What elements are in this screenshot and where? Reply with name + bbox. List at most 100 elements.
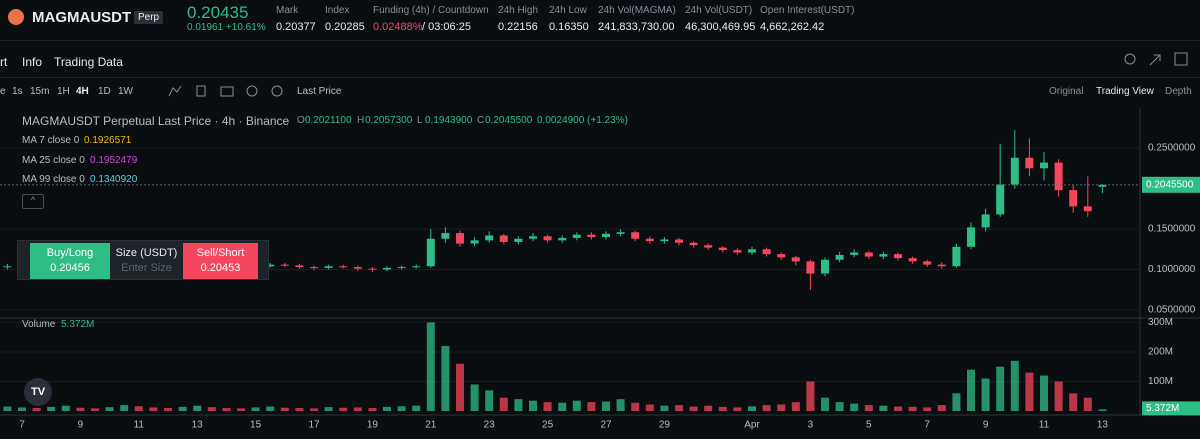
layout-icon[interactable]	[1174, 52, 1188, 66]
stat-label: Open Interest(USDT)	[760, 5, 855, 16]
candle-body	[1054, 162, 1063, 191]
size-label: Size (USDT)	[115, 247, 178, 259]
x-tick-label: 13	[192, 420, 204, 431]
volume-bar	[660, 405, 669, 411]
view[interactable]: Trading View	[1096, 86, 1154, 97]
header-icons	[1124, 52, 1188, 66]
add-icon[interactable]	[246, 85, 258, 97]
ma-value: 0.1340920	[90, 174, 138, 185]
candle-body	[879, 254, 888, 257]
candle-body	[1083, 206, 1092, 212]
volume-bar	[1098, 409, 1107, 411]
volume-bar	[996, 366, 1005, 411]
volume-bar	[718, 406, 727, 411]
candle-body	[704, 245, 713, 248]
sell-price: 0.20453	[200, 262, 241, 274]
candle-body	[967, 227, 975, 247]
volume-bar	[850, 403, 859, 411]
x-tick-label: 7	[924, 420, 930, 431]
volume-bar	[602, 401, 610, 411]
symbol[interactable]: MAGMAUSDT	[32, 9, 132, 26]
stat-label: 24h Low	[549, 5, 587, 16]
volume-bar	[485, 390, 494, 411]
volume-bar	[937, 405, 946, 411]
view[interactable]: Original	[1049, 86, 1084, 97]
view[interactable]: Depth	[1165, 86, 1192, 97]
tab[interactable]: rt	[0, 55, 8, 69]
sell-button[interactable]: Sell/Short 0.20453	[183, 243, 258, 279]
x-tick-label: 9	[78, 420, 84, 431]
x-tick-label: 25	[542, 420, 554, 431]
price-type[interactable]: Last Price	[297, 86, 342, 97]
ohlc-key: L	[417, 115, 423, 126]
interval[interactable]: 15m	[30, 86, 50, 97]
candle-body	[937, 264, 946, 267]
candle-body	[485, 235, 494, 241]
x-tick-label: 3	[808, 420, 814, 431]
ma-value: 0.1926571	[84, 135, 132, 146]
candle-body	[499, 235, 508, 242]
volume-bar	[353, 407, 362, 411]
ma-name: MA 7 close 0	[22, 135, 80, 146]
x-tick-label: 11	[134, 420, 145, 431]
expand-icon[interactable]	[1149, 54, 1161, 66]
volume-bar	[266, 406, 275, 411]
x-tick-label: Apr	[744, 420, 760, 431]
volume-bar	[456, 363, 464, 411]
volume-bar	[61, 405, 70, 411]
candle-body	[689, 242, 698, 246]
candle-body	[762, 249, 771, 255]
candle-body	[675, 239, 683, 243]
camera-icon[interactable]	[220, 86, 234, 97]
volume-bar	[616, 399, 625, 411]
volume-tick-label: 300M	[1148, 317, 1173, 328]
interval[interactable]: 1H	[57, 86, 70, 97]
collapse[interactable]: ^	[22, 194, 44, 209]
ohlc-value: 0.2021100	[305, 115, 352, 126]
tab[interactable]: Trading Data	[54, 55, 123, 69]
ma-value: 0.1952479	[90, 154, 138, 166]
volume-bar	[18, 407, 26, 411]
volume-bar	[237, 408, 245, 411]
sell-label: Sell/Short	[196, 247, 245, 259]
logo	[8, 9, 24, 25]
interval[interactable]: 1D	[98, 86, 111, 97]
settings-icon[interactable]	[271, 85, 283, 97]
stat-label: 24h Vol(MAGMA)	[598, 5, 676, 16]
interval[interactable]: 4H	[76, 86, 89, 97]
volume-bar	[470, 384, 479, 411]
interval[interactable]: e	[0, 86, 6, 97]
candle-body	[894, 254, 902, 259]
volume-bar	[777, 404, 786, 411]
volume-bar	[675, 405, 683, 411]
bell-icon[interactable]	[1124, 53, 1136, 65]
candle-icon[interactable]	[196, 85, 206, 97]
candle-body	[791, 257, 800, 262]
candle-body	[412, 266, 421, 268]
volume-bar	[1025, 372, 1034, 411]
candle-body	[996, 184, 1005, 215]
volume-bar	[543, 402, 552, 411]
y-tick-label: 0.0500000	[1148, 305, 1196, 316]
candle-body	[908, 258, 917, 262]
candle-body	[572, 234, 581, 238]
volume-bar	[412, 405, 421, 411]
price: 0.20435	[187, 3, 249, 22]
candle-body	[748, 249, 756, 253]
volume-bar	[193, 405, 202, 411]
size-input[interactable]: Size (USDT) Enter Size	[110, 243, 183, 279]
x-tick-label: 21	[425, 420, 437, 431]
indicator-icon[interactable]	[168, 85, 182, 97]
volume-bar	[47, 406, 56, 411]
legend-title: MAGMAUSDT Perpetual Last Price · 4h · Bi…	[22, 114, 290, 128]
buy-button[interactable]: Buy/Long 0.20456	[30, 243, 110, 279]
x-tick-label: 19	[367, 420, 379, 431]
candle-body	[543, 236, 552, 241]
ma-name: MA 25 close 0	[22, 154, 85, 166]
interval[interactable]: 1s	[12, 86, 23, 97]
volume-bar	[339, 407, 348, 411]
interval[interactable]: 1W	[118, 86, 133, 97]
tab[interactable]: Info	[22, 55, 43, 69]
x-tick-label: 15	[250, 420, 262, 431]
